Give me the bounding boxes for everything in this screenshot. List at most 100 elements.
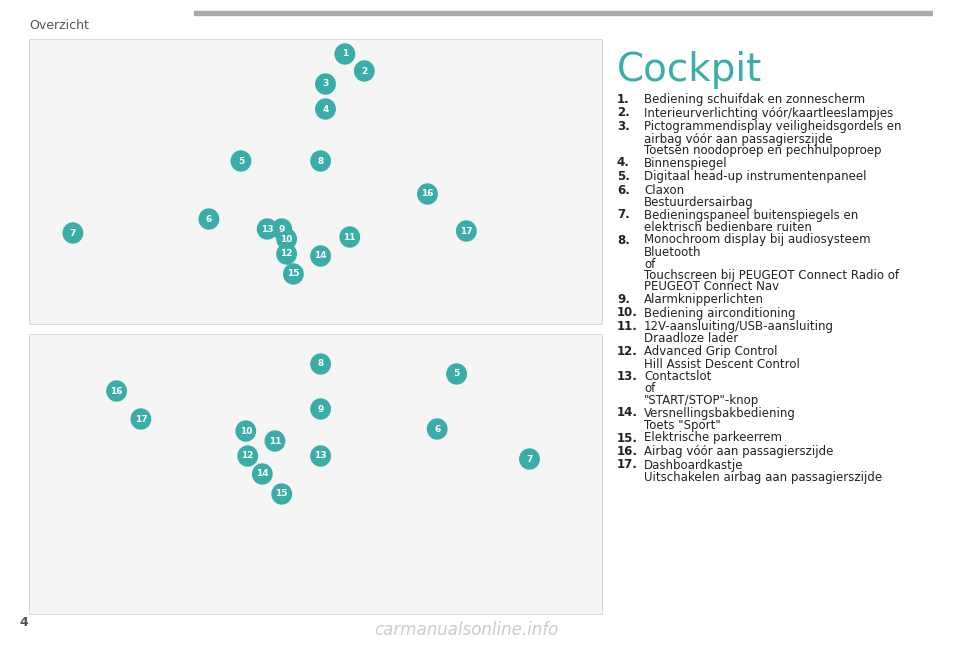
Text: Uitschakelen airbag aan passagierszijde: Uitschakelen airbag aan passagierszijde [644, 471, 882, 484]
Text: 6: 6 [205, 215, 212, 223]
Text: Bestuurdersairbag: Bestuurdersairbag [644, 196, 754, 209]
Text: Bediening schuifdak en zonnescherm: Bediening schuifdak en zonnescherm [644, 93, 865, 106]
Text: 2: 2 [361, 66, 368, 75]
Bar [29, 334, 602, 614]
Circle shape [427, 419, 447, 439]
Circle shape [311, 354, 330, 374]
Circle shape [519, 449, 540, 469]
Circle shape [340, 227, 359, 247]
Text: 4: 4 [323, 104, 328, 114]
Text: 9: 9 [318, 404, 324, 413]
Circle shape [132, 409, 151, 429]
Text: 12V-aansluiting/USB-aansluiting: 12V-aansluiting/USB-aansluiting [644, 320, 834, 333]
Text: elektrisch bedienbare ruiten: elektrisch bedienbare ruiten [644, 221, 812, 234]
Circle shape [272, 484, 292, 504]
Circle shape [418, 184, 437, 204]
Text: 17: 17 [134, 415, 147, 424]
Text: Cockpit: Cockpit [617, 51, 762, 89]
Text: Toets "Sport": Toets "Sport" [644, 419, 721, 432]
Text: 12.: 12. [617, 345, 637, 358]
Text: Alarmknipperlichten: Alarmknipperlichten [644, 293, 764, 306]
Text: 6: 6 [434, 424, 441, 434]
Circle shape [107, 381, 127, 401]
Text: 14: 14 [314, 252, 327, 260]
Circle shape [257, 219, 276, 239]
Text: 2.: 2. [617, 106, 630, 119]
Text: 9.: 9. [617, 293, 630, 306]
Text: 5: 5 [453, 369, 460, 378]
Text: carmanualsonline.info: carmanualsonline.info [374, 621, 559, 639]
Text: Overzicht: Overzicht [29, 19, 89, 32]
Text: 3: 3 [323, 79, 328, 88]
Text: Bediening airconditioning: Bediening airconditioning [644, 306, 796, 319]
Text: 12: 12 [242, 452, 254, 461]
Text: Airbag vóór aan passagierszijde: Airbag vóór aan passagierszijde [644, 445, 833, 458]
Text: 4: 4 [19, 616, 28, 629]
Circle shape [447, 364, 467, 384]
Bar [194, 11, 933, 15]
Circle shape [335, 44, 354, 64]
Text: 14: 14 [256, 469, 269, 478]
Text: 9: 9 [278, 225, 285, 234]
Text: 10: 10 [240, 426, 252, 435]
Text: airbag vóór aan passagierszijde: airbag vóór aan passagierszijde [644, 132, 832, 145]
Text: 7: 7 [526, 454, 533, 463]
Text: Contactslot: Contactslot [644, 370, 711, 383]
Text: 8: 8 [318, 360, 324, 369]
Text: 17.: 17. [617, 458, 637, 472]
Text: 7: 7 [70, 228, 76, 238]
Text: Monochroom display bij audiosysteem: Monochroom display bij audiosysteem [644, 234, 871, 247]
Text: Bedieningspaneel buitenspiegels en: Bedieningspaneel buitenspiegels en [644, 208, 858, 221]
Circle shape [199, 209, 219, 229]
Text: 15.: 15. [617, 432, 638, 445]
Text: 15: 15 [276, 489, 288, 498]
Text: 8: 8 [318, 156, 324, 165]
Text: 5.: 5. [617, 170, 630, 183]
Text: Interieurverlichting vóór/kaartleeslampjes: Interieurverlichting vóór/kaartleeslampj… [644, 106, 894, 119]
Text: 10: 10 [280, 234, 293, 243]
Text: 10.: 10. [617, 306, 637, 319]
Text: Hill Assist Descent Control: Hill Assist Descent Control [644, 358, 800, 371]
Text: 6.: 6. [617, 184, 630, 197]
Text: Toetsen noodoproep en pechhulpoproep: Toetsen noodoproep en pechhulpoproep [644, 144, 881, 157]
Text: 13: 13 [314, 452, 326, 461]
Text: "START/STOP"-knop: "START/STOP"-knop [644, 394, 759, 407]
Text: 16: 16 [110, 387, 123, 395]
Text: Claxon: Claxon [644, 184, 684, 197]
Text: 11.: 11. [617, 320, 637, 333]
Text: Versnellingsbakbediening: Versnellingsbakbediening [644, 406, 796, 419]
Text: 5: 5 [238, 156, 244, 165]
Text: 15: 15 [287, 269, 300, 278]
Circle shape [265, 431, 285, 451]
Text: 1: 1 [342, 49, 348, 58]
Text: Bluetooth: Bluetooth [644, 246, 702, 259]
Text: 3.: 3. [617, 120, 630, 133]
Circle shape [63, 223, 83, 243]
Text: 16: 16 [421, 190, 434, 199]
Circle shape [354, 61, 374, 81]
Text: 13.: 13. [617, 370, 637, 383]
Circle shape [311, 151, 330, 171]
Text: Dashboardkastje: Dashboardkastje [644, 458, 744, 472]
Circle shape [316, 99, 335, 119]
Circle shape [311, 446, 330, 466]
Circle shape [238, 446, 257, 466]
Circle shape [276, 229, 297, 249]
Text: Advanced Grip Control: Advanced Grip Control [644, 345, 778, 358]
Text: Touchscreen bij PEUGEOT Connect Radio of: Touchscreen bij PEUGEOT Connect Radio of [644, 269, 900, 282]
Text: 7.: 7. [617, 208, 630, 221]
Circle shape [311, 399, 330, 419]
Text: Digitaal head-up instrumentenpaneel: Digitaal head-up instrumentenpaneel [644, 170, 867, 183]
Text: PEUGEOT Connect Nav: PEUGEOT Connect Nav [644, 280, 780, 293]
Circle shape [252, 464, 272, 484]
Circle shape [272, 219, 292, 239]
Text: 8.: 8. [617, 234, 630, 247]
Text: 1.: 1. [617, 93, 630, 106]
Text: of: of [644, 258, 656, 271]
Text: Elektrische parkeerrem: Elektrische parkeerrem [644, 432, 782, 445]
Text: 16.: 16. [617, 445, 638, 458]
Text: Binnenspiegel: Binnenspiegel [644, 156, 728, 169]
Text: of: of [644, 382, 656, 395]
Text: 17: 17 [460, 227, 472, 236]
Circle shape [316, 74, 335, 94]
